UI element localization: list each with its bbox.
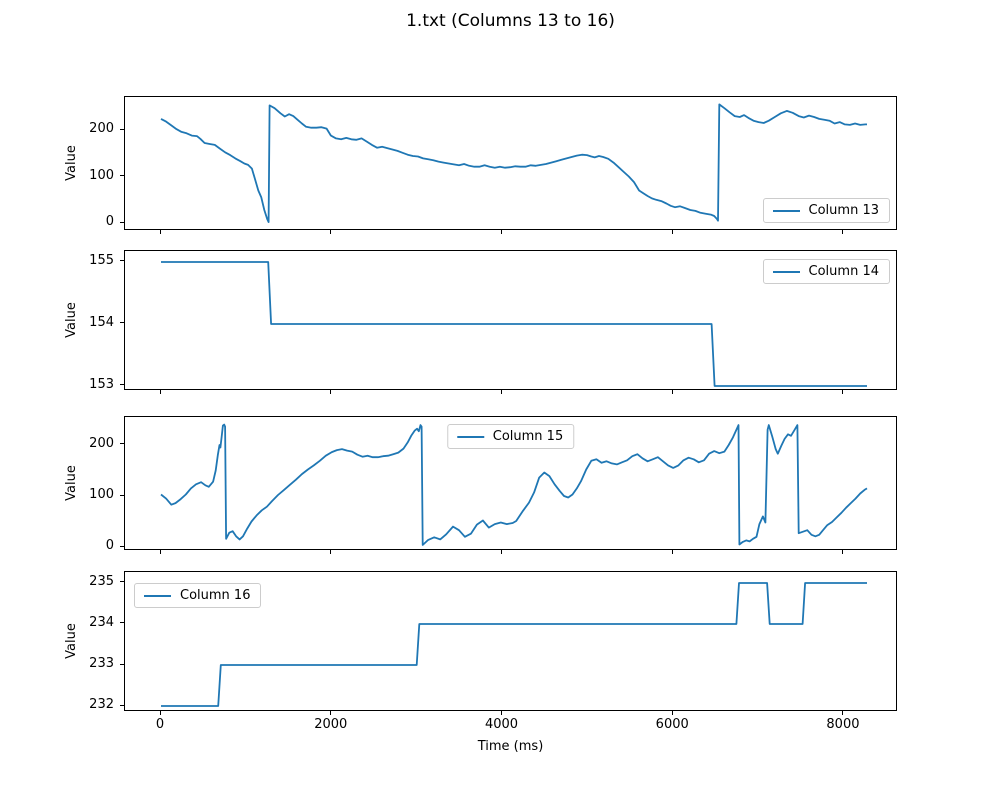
line-plot (160, 423, 868, 546)
legend-label: Column 13 (808, 203, 879, 218)
figure-title: 1.txt (Columns 13 to 16) (406, 11, 615, 31)
legend: Column 15 (446, 424, 575, 449)
y-tick-mark (120, 260, 124, 262)
y-axis-label: Value (64, 145, 79, 181)
y-tick-mark (120, 128, 124, 130)
x-tick-mark (842, 230, 844, 234)
y-tick-label: 100 (89, 167, 114, 183)
x-tick-mark (330, 390, 332, 394)
y-tick-label: 232 (89, 697, 114, 712)
y-tick-label: 153 (89, 376, 114, 392)
y-tick-mark (120, 545, 124, 547)
y-axis-label: Value (64, 623, 79, 659)
y-tick-mark (120, 581, 124, 583)
x-tick-label: 4000 (484, 717, 519, 732)
y-tick-mark (120, 704, 124, 706)
x-tick-mark (671, 711, 673, 715)
legend-line-swatch (772, 209, 800, 212)
x-tick-mark (500, 230, 502, 234)
line-plot (160, 103, 867, 223)
data-line (161, 261, 867, 387)
y-axis-label: Value (64, 302, 79, 338)
legend-line-swatch (456, 435, 484, 438)
y-tick-label: 0 (105, 538, 114, 553)
y-tick-label: 200 (89, 121, 114, 136)
x-tick-mark (500, 711, 502, 715)
legend-line-swatch (144, 594, 171, 597)
y-tick-label: 154 (89, 314, 114, 330)
x-tick-mark (330, 230, 332, 234)
y-tick-mark (120, 384, 124, 386)
x-tick-label: 0 (155, 717, 165, 732)
subplot-column-13: Column 13 (124, 96, 897, 230)
x-tick-mark (159, 230, 161, 234)
legend: Column 13 (762, 198, 890, 223)
y-tick-label: 0 (105, 214, 114, 229)
x-tick-mark (842, 390, 844, 394)
y-tick-label: 100 (89, 487, 114, 502)
subplot-column-16: Column 16 (124, 571, 897, 711)
x-tick-mark (159, 711, 161, 715)
legend-label: Column 15 (492, 429, 564, 444)
x-tick-mark (159, 390, 161, 394)
x-tick-mark (330, 550, 332, 554)
x-tick-mark (500, 550, 502, 554)
y-tick-mark (120, 175, 124, 176)
x-axis-label: Time (ms) (477, 739, 544, 754)
y-tick-mark (120, 322, 124, 324)
legend-label: Column 16 (180, 588, 251, 603)
x-tick-mark (159, 550, 161, 554)
y-tick-label: 235 (89, 573, 114, 589)
data-line (161, 582, 867, 707)
y-tick-label: 155 (89, 252, 114, 268)
y-tick-label: 234 (89, 614, 114, 630)
legend-label: Column 14 (808, 264, 879, 279)
data-line (160, 103, 867, 223)
y-tick-label: 200 (89, 435, 114, 451)
x-tick-mark (500, 390, 502, 394)
x-tick-mark (671, 550, 673, 554)
data-line (160, 423, 868, 546)
legend: Column 16 (134, 583, 262, 608)
y-tick-mark (120, 443, 124, 445)
y-tick-mark (120, 221, 124, 223)
line-plot (161, 261, 867, 387)
y-axis-label: Value (64, 465, 79, 501)
x-tick-mark (842, 711, 844, 715)
x-tick-mark (671, 390, 673, 394)
y-tick-mark (120, 622, 124, 624)
line-plot (161, 582, 867, 707)
y-tick-mark (120, 663, 124, 665)
x-tick-mark (671, 230, 673, 234)
legend: Column 14 (762, 259, 890, 284)
x-tick-label: 6000 (655, 717, 689, 732)
legend-line-swatch (772, 270, 800, 273)
y-tick-label: 233 (89, 656, 114, 671)
x-tick-label: 2000 (314, 717, 348, 732)
subplot-column-14: Column 14 (124, 250, 897, 390)
x-tick-mark (842, 550, 844, 554)
x-tick-label: 8000 (826, 717, 860, 732)
y-tick-mark (120, 494, 124, 496)
x-tick-mark (330, 711, 332, 715)
subplot-column-15: Column 15 (124, 416, 897, 550)
